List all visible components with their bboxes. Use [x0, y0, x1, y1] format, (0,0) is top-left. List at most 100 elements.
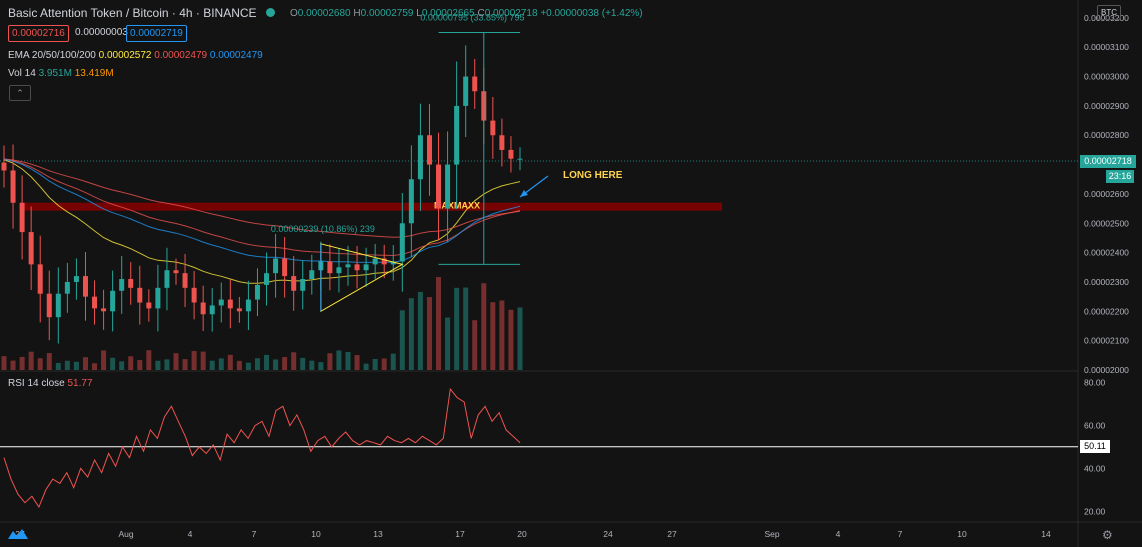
price-tick-label: 0.00003000: [1084, 72, 1129, 82]
time-tick-label: 4: [188, 529, 193, 539]
volume-bar: [245, 362, 251, 370]
volume-bar: [318, 362, 324, 370]
candle-body: [209, 305, 215, 315]
candle-body: [101, 308, 107, 312]
candle-body: [363, 264, 369, 271]
drawings: 0.00000239 (10.86%) 239 0.00000795 (33.85…: [271, 13, 623, 313]
candle-body: [436, 164, 442, 209]
symbol-title[interactable]: Basic Attention Token / Bitcoin · 4h · B…: [8, 6, 257, 20]
volume-bar: [236, 360, 242, 370]
ema-legend[interactable]: EMA 20/50/100/200 0.00002572 0.00002479 …: [8, 50, 263, 61]
volume-bar: [445, 317, 451, 370]
candle-body: [227, 299, 233, 309]
candle-body: [110, 290, 116, 312]
chevron-up-icon[interactable]: ⌃: [9, 85, 31, 101]
volume-bar: [37, 358, 43, 370]
candle-body: [200, 302, 206, 315]
ask-price-box[interactable]: 0.00002719: [126, 25, 187, 42]
candle-body: [37, 264, 43, 294]
volume-bar: [119, 361, 125, 370]
volume-bar: [218, 358, 224, 370]
volume-bar: [92, 363, 98, 370]
volume-bar: [345, 351, 351, 370]
candle-body: [499, 135, 505, 150]
open-label: O: [290, 8, 298, 19]
candle-body: [390, 261, 396, 265]
time-tick-label: 10: [311, 529, 321, 539]
volume-bars: [1, 277, 523, 370]
candle-body: [119, 279, 125, 291]
gear-icon[interactable]: ⚙: [1102, 528, 1113, 542]
volume-bar: [508, 309, 514, 370]
volume-bar: [499, 300, 505, 370]
volume-bar: [282, 357, 288, 370]
candle-body: [445, 164, 451, 209]
volume-bar: [273, 359, 279, 370]
volume-bar: [481, 283, 487, 370]
volume-bar: [417, 291, 423, 370]
long-here-arrowhead: [520, 190, 528, 197]
candle-body: [1, 162, 7, 171]
price-tick-label: 0.00002000: [1084, 365, 1129, 375]
candle-body: [182, 273, 188, 288]
volume-bar: [472, 320, 478, 370]
volume-bar: [1, 356, 7, 370]
price-tick-label: 0.00002900: [1084, 101, 1129, 111]
change-value: +0.00000038 (+1.42%): [540, 8, 643, 19]
ema-label: EMA 20/50/100/200: [8, 50, 96, 61]
ema50-line: [3, 158, 521, 257]
volume-bar: [155, 360, 161, 370]
time-tick-label: 4: [836, 529, 841, 539]
volume-bar: [264, 354, 270, 370]
candle-body: [327, 261, 333, 274]
ema20-value: 0.00002572: [98, 50, 152, 61]
volume-bar: [209, 360, 215, 370]
time-tick-label: 10: [957, 529, 967, 539]
candle-body: [463, 76, 469, 106]
candle-body: [155, 287, 161, 309]
time-tick-label: 27: [667, 529, 677, 539]
rsi-line: [3, 387, 521, 509]
spread-value: 0.00000003: [75, 27, 128, 38]
price-tick-label: 0.00003100: [1084, 42, 1129, 52]
volume-bar: [191, 351, 197, 370]
rsi-legend[interactable]: RSI 14 close 51.77: [8, 378, 93, 389]
candle-body: [417, 135, 423, 180]
rsi-pane: [0, 387, 1078, 509]
volume-bar: [372, 358, 378, 370]
candle-body: [273, 258, 279, 274]
candle-body: [282, 258, 288, 277]
ema200-value: 0.00002479: [209, 50, 263, 61]
high-label: H: [353, 8, 361, 19]
tradingview-logo-icon[interactable]: [8, 527, 28, 541]
volume-legend[interactable]: Vol 14 3.951M 13.419M: [8, 68, 114, 79]
bid-price-box[interactable]: 0.00002716: [8, 25, 69, 42]
candle-body: [254, 284, 260, 300]
candle-body: [426, 135, 432, 165]
volume-bar: [454, 287, 460, 370]
time-tick-label: 14: [1041, 529, 1051, 539]
price-tick-label: 0.00003200: [1084, 13, 1129, 23]
volume-bar: [381, 358, 387, 370]
candles: [1, 45, 523, 344]
candle-body: [472, 76, 478, 92]
volume-bar: [200, 351, 206, 370]
time-tick-label: Sep: [764, 529, 779, 539]
currency-unit-badge[interactable]: BTC: [1097, 5, 1121, 20]
volume-bar: [137, 360, 143, 370]
volume-bar: [426, 297, 432, 370]
candle-body: [372, 258, 378, 265]
volume-bar: [28, 351, 34, 370]
candle-body: [82, 276, 88, 297]
low-value: 0.00002665: [421, 8, 475, 19]
volume-bar: [517, 307, 523, 370]
candle-body: [408, 179, 414, 224]
current-price-tag: 0.00002718: [1080, 155, 1136, 168]
volume-bar: [110, 357, 116, 370]
price-tick-label: 0.00002100: [1084, 336, 1129, 346]
candle-body: [55, 293, 61, 318]
candle-body: [399, 223, 405, 262]
time-tick-label: 13: [373, 529, 383, 539]
ema100-line: [3, 158, 521, 238]
